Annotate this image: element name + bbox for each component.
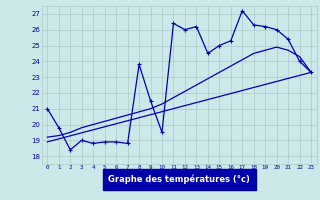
X-axis label: Graphe des températures (°c): Graphe des températures (°c)	[108, 175, 250, 184]
